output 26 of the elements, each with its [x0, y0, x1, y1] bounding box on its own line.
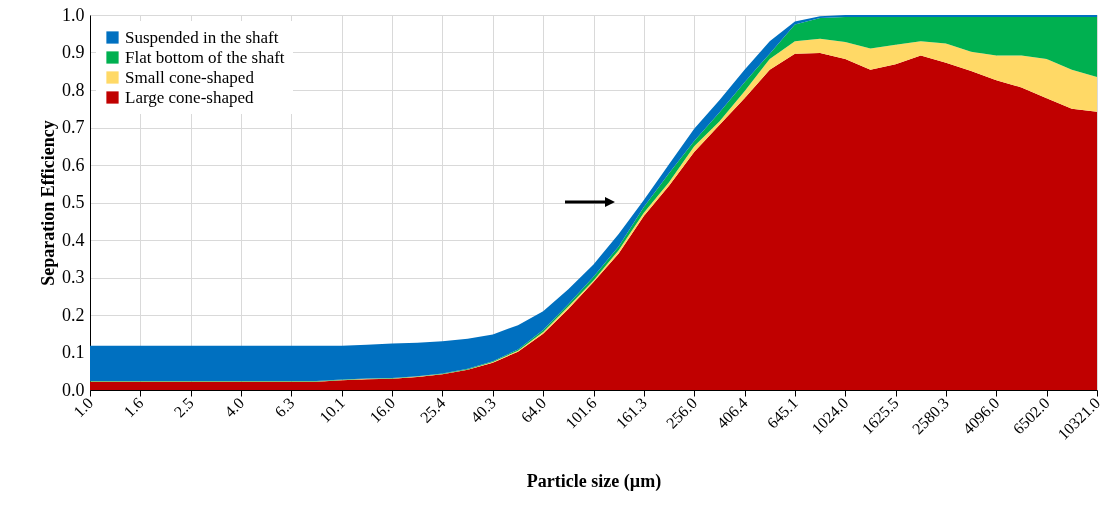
x-tick-label: 6.3	[271, 394, 298, 421]
legend-label: Flat bottom of the shaft	[125, 47, 285, 67]
y-tick-label: 0.6	[62, 154, 85, 175]
x-tick-label: 1.6	[120, 394, 147, 421]
x-tick-label: 40.3	[467, 394, 499, 426]
y-tick-label: 0.0	[62, 379, 85, 400]
y-tick-label: 0.3	[62, 267, 85, 287]
y-axis-title: Separation Efficiency	[38, 120, 58, 286]
x-tick-label: 64.0	[517, 394, 550, 426]
x-axis-title: Particle size (µm)	[526, 470, 662, 492]
legend-label: Suspended in the shaft	[125, 27, 279, 47]
y-tick-label: 0.8	[62, 79, 85, 100]
y-tick-label: 0.2	[62, 304, 85, 325]
y-tick-label: 0.9	[62, 42, 85, 62]
x-tick-label: 25.4	[416, 394, 449, 426]
x-tick-label: 4.0	[221, 394, 248, 421]
x-tick-label: 10.1	[316, 394, 348, 426]
y-tick-label: 0.7	[62, 117, 85, 137]
legend-label: Large cone-shaped	[125, 87, 255, 107]
legend-label: Small cone-shaped	[125, 67, 255, 87]
y-tick-label: 0.5	[62, 192, 85, 212]
y-tick-label: 0.1	[62, 342, 85, 362]
y-tick-label: 0.4	[62, 229, 85, 250]
x-tick-label: 16.0	[366, 394, 399, 426]
y-tick-label: 1.0	[62, 4, 85, 25]
x-tick-label: 2.5	[170, 394, 197, 421]
